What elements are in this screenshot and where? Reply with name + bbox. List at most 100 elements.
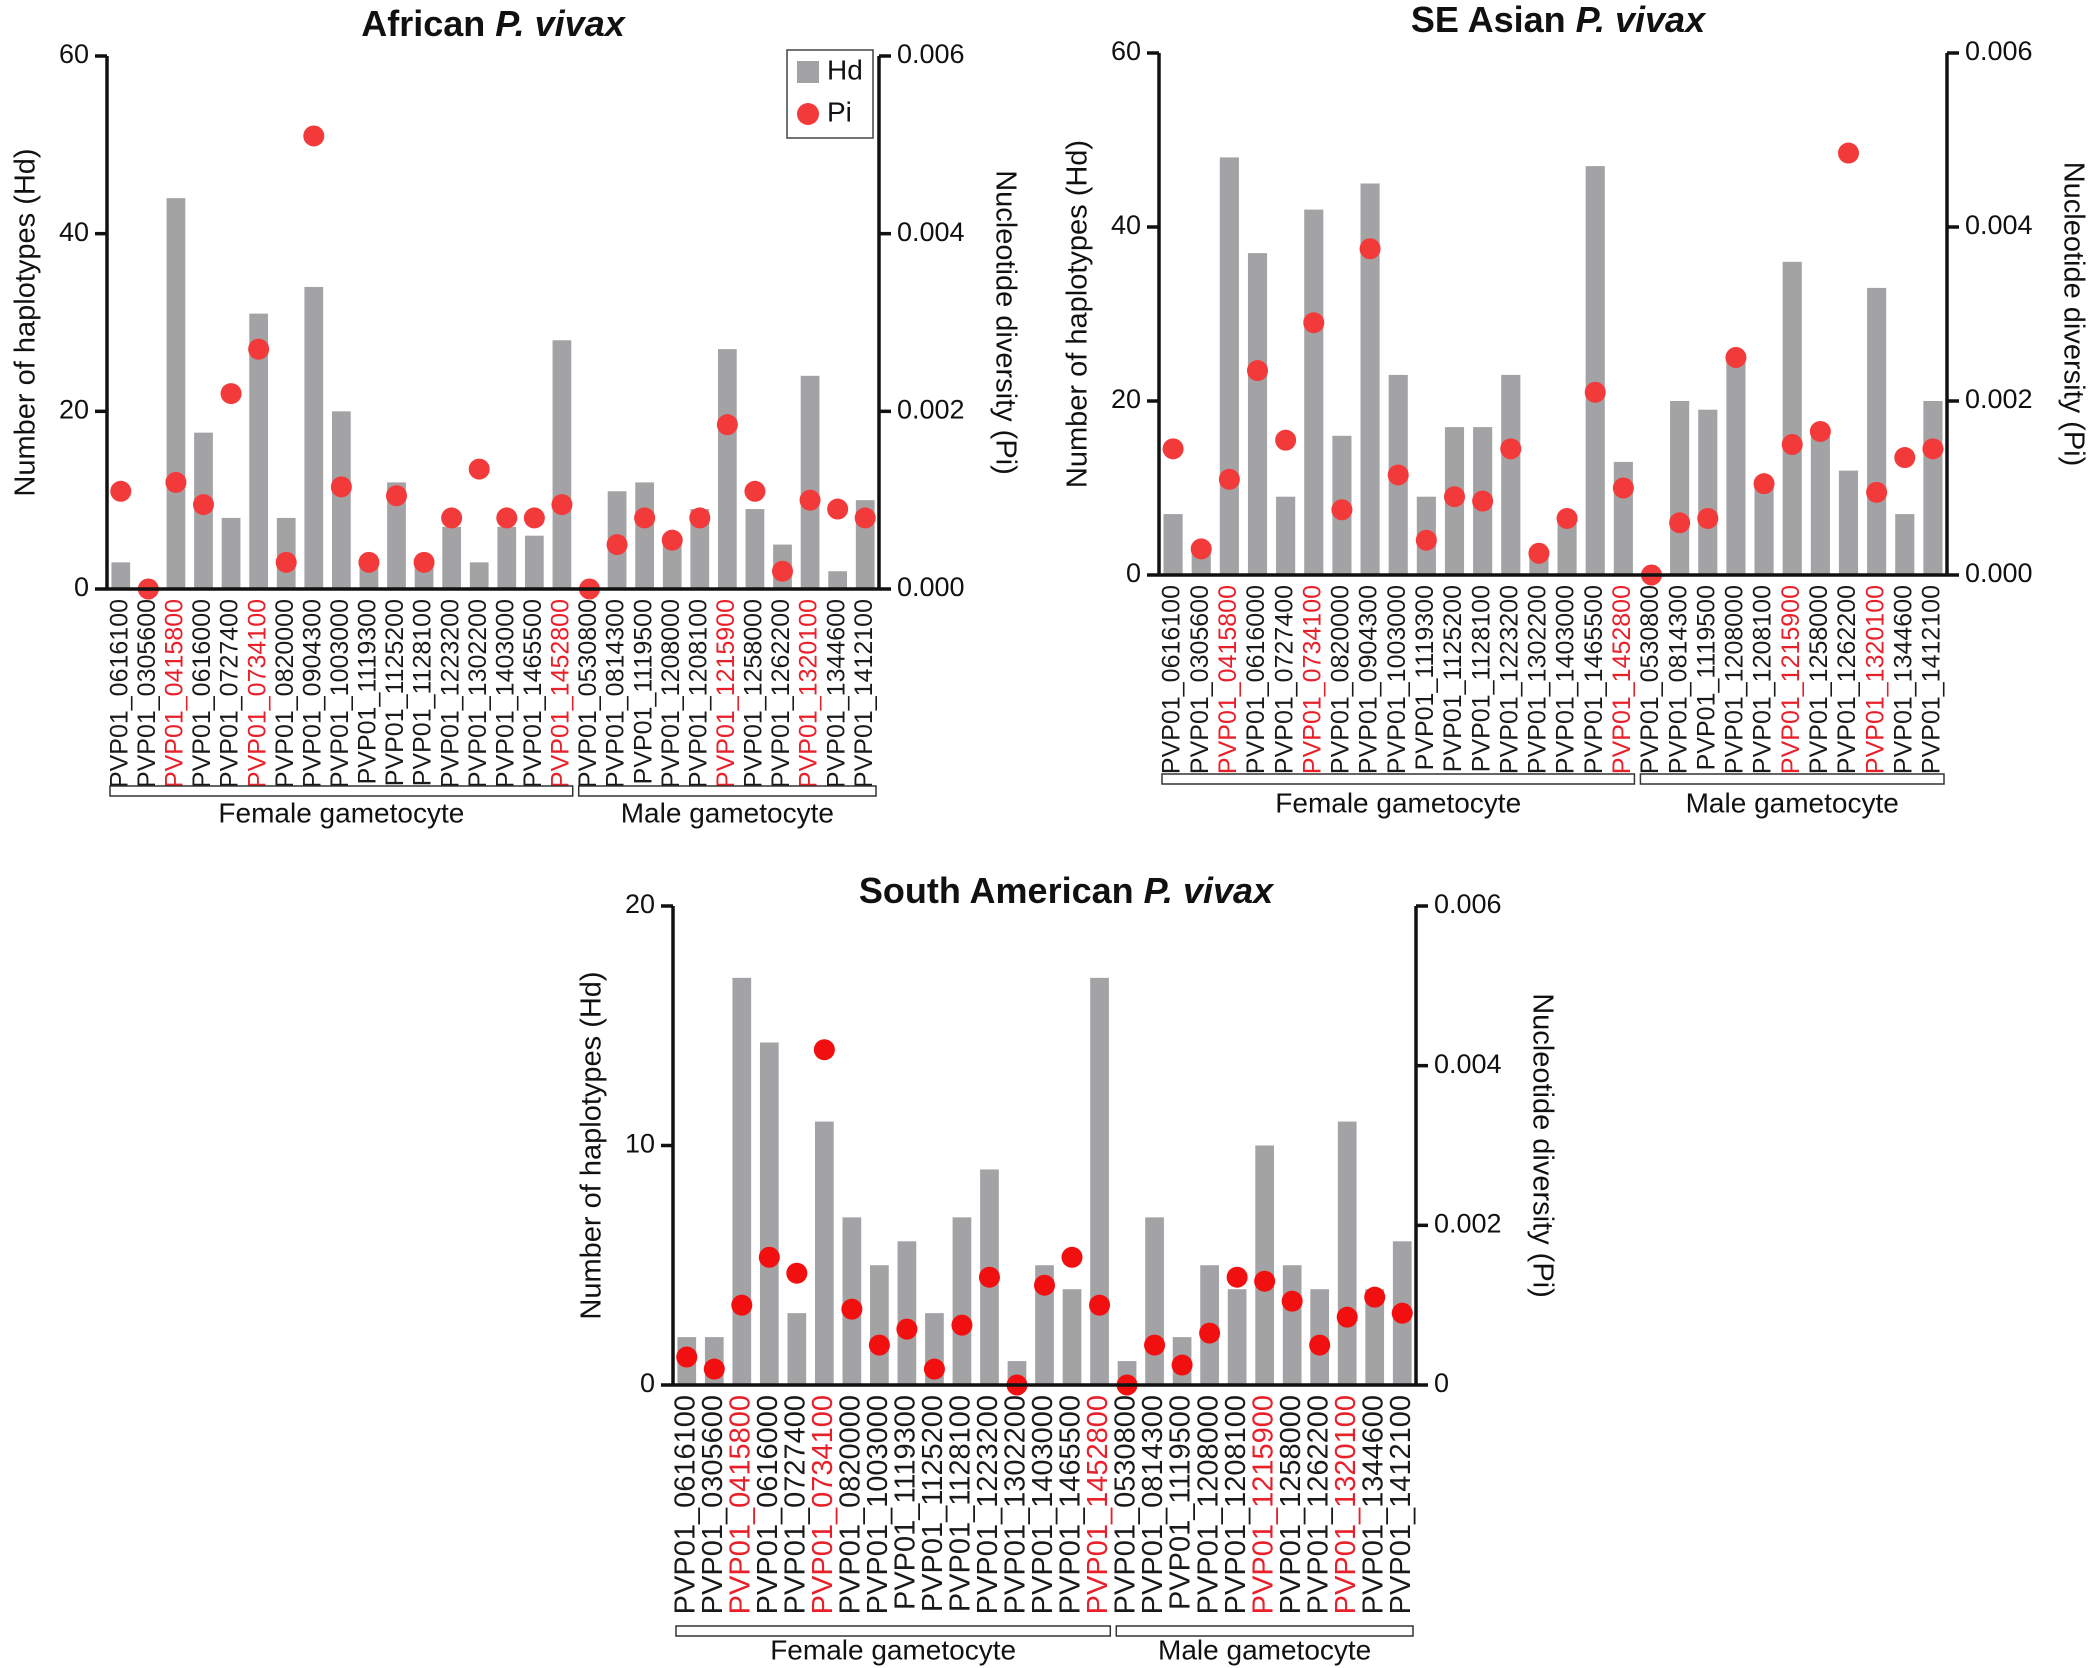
- bar: [1670, 401, 1690, 575]
- dot: [951, 1314, 973, 1336]
- y-axis-label: Number of haplotypes (Hd): [1062, 140, 1094, 488]
- x-tick-label: PVP01_1119500: [629, 599, 657, 784]
- x-tick-label: PVP01_0904300: [298, 599, 326, 788]
- chart-title: SE Asian P. vivax: [1411, 0, 1707, 40]
- dot: [758, 1246, 780, 1268]
- y2-tick-label: 0.004: [1434, 1049, 1502, 1079]
- x-tick-label: PVP01_1452800: [1608, 585, 1636, 774]
- dot: [220, 383, 242, 405]
- bar: [1145, 1217, 1164, 1385]
- x-tick-label: PVP01_1465500: [1580, 585, 1608, 774]
- dot: [358, 551, 380, 573]
- dot: [744, 480, 766, 502]
- x-tick-label: PVP01_1003000: [862, 1395, 894, 1614]
- x-tick-label: PVP01_1320100: [1861, 585, 1889, 774]
- bar: [759, 1042, 779, 1385]
- dot: [868, 1334, 890, 1356]
- x-tick-label: PVP01_1208100: [1220, 1395, 1252, 1614]
- dot: [1500, 438, 1522, 460]
- dot: [1254, 1270, 1276, 1292]
- dot: [923, 1358, 945, 1380]
- bar: [1360, 183, 1380, 575]
- y-axis-label: Number of haplotypes (Hd): [10, 148, 42, 496]
- legend-label: Hd: [827, 54, 863, 85]
- x-tick-label: PVP01_1465500: [1055, 1395, 1087, 1614]
- x-tick-label: PVP01_1128100: [945, 1395, 977, 1612]
- bar: [1810, 435, 1830, 575]
- x-tick-label: PVP01_1215900: [1777, 585, 1805, 774]
- y2-tick-label: 0.002: [1965, 384, 2033, 414]
- x-tick-label: PVP01_0616000: [752, 1395, 784, 1614]
- dot: [1725, 347, 1747, 368]
- dot: [1281, 1290, 1303, 1312]
- x-tick-label: PVP01_1223200: [436, 599, 464, 788]
- bar: [331, 411, 351, 589]
- y2-axis-label: Nucleotide diversity (Pi): [989, 170, 1021, 475]
- group-bracket: [1161, 773, 1636, 785]
- bar: [897, 1241, 917, 1385]
- dot: [854, 507, 876, 529]
- x-tick-label: PVP01_0616000: [1242, 585, 1270, 774]
- y2-tick-label: 0.000: [897, 572, 965, 602]
- group-bracket: [675, 1625, 1112, 1637]
- x-tick-label: PVP01_1465500: [519, 599, 547, 788]
- y-tick-label: 10: [625, 1129, 655, 1159]
- dot: [303, 125, 325, 147]
- bar: [304, 286, 324, 589]
- dot: [441, 507, 463, 529]
- dot: [772, 560, 793, 582]
- x-tick-label: PVP01_0727400: [779, 1395, 811, 1614]
- x-tick-label: PVP01_1302200: [1524, 585, 1552, 774]
- bar: [387, 482, 406, 589]
- x-tick-label: PVP01_1344600: [822, 599, 850, 788]
- bar: [1726, 357, 1746, 575]
- legend-label: Pi: [827, 96, 852, 127]
- bar: [635, 482, 655, 589]
- y-tick-label: 20: [1111, 384, 1141, 414]
- y2-tick-label: 0.004: [1965, 210, 2033, 240]
- dot: [386, 485, 407, 507]
- x-tick-label: PVP01_0820000: [1327, 585, 1355, 774]
- x-tick-label: PVP01_1208000: [1721, 585, 1749, 774]
- dot: [827, 498, 849, 520]
- title-species: P. vivax: [1576, 0, 1707, 40]
- dot: [1199, 1322, 1221, 1344]
- x-tick-label: PVP01_0616100: [105, 599, 133, 788]
- y2-axis-label: Nucleotide diversity (Pi): [2057, 162, 2088, 467]
- bar: [1501, 374, 1521, 575]
- dot: [165, 471, 187, 493]
- dot: [1303, 312, 1325, 334]
- bar: [1304, 209, 1324, 575]
- group-bracket: [577, 785, 877, 797]
- x-tick-label: PVP01_1320100: [1330, 1395, 1362, 1614]
- x-tick-label: PVP01_1262200: [1302, 1395, 1334, 1614]
- dot: [1364, 1286, 1386, 1308]
- y2-tick-label: 0.006: [1965, 36, 2033, 66]
- dot: [110, 480, 132, 502]
- dot: [606, 534, 628, 556]
- dot: [1866, 481, 1888, 503]
- dot: [468, 458, 490, 480]
- dot: [716, 414, 738, 436]
- dot: [1190, 538, 1212, 560]
- y2-tick-label: 0.002: [897, 394, 965, 424]
- y2-tick-label: 0.006: [1434, 889, 1502, 919]
- x-tick-label: PVP01_1119500: [1165, 1395, 1197, 1610]
- x-tick-label: PVP01_1452800: [1082, 1395, 1114, 1614]
- bar: [249, 313, 269, 589]
- x-tick-label: PVP01_1412100: [1918, 585, 1946, 774]
- bar: [524, 535, 544, 589]
- bar: [814, 1121, 834, 1385]
- x-tick-label: PVP01_0305600: [697, 1395, 729, 1614]
- bar: [1163, 514, 1183, 575]
- dot: [703, 1358, 725, 1380]
- x-tick-label: PVP01_0415800: [1214, 585, 1242, 774]
- x-tick-label: PVP01_0734100: [243, 599, 271, 788]
- dot: [634, 507, 656, 529]
- dot: [1061, 1246, 1083, 1268]
- x-tick-label: PVP01_1208100: [684, 599, 712, 788]
- y2-axis-label: Nucleotide diversity (Pi): [1526, 993, 1558, 1298]
- title-species: P. vivax: [495, 3, 626, 44]
- dot: [1359, 238, 1381, 260]
- group-label: Female gametocyte: [770, 1634, 1016, 1665]
